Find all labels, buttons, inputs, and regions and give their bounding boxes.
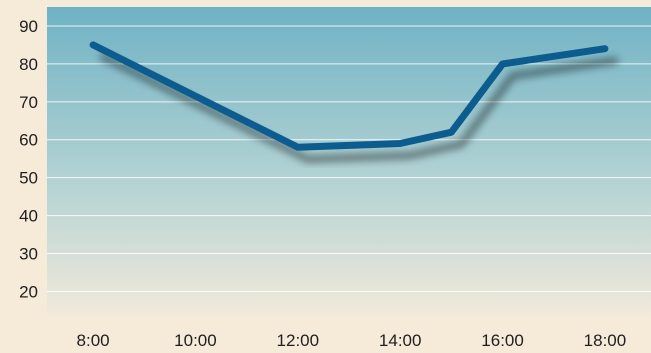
x-axis-ticks: 8:00 10:00 12:00 14:00 16:00 18:00 <box>77 331 627 350</box>
y-tick-label: 70 <box>19 93 38 112</box>
x-tick-label: 8:00 <box>77 331 110 350</box>
x-tick-label: 14:00 <box>379 331 422 350</box>
y-tick-label: 40 <box>19 207 38 226</box>
x-tick-label: 10:00 <box>174 331 217 350</box>
gridlines <box>47 25 651 292</box>
y-tick-label: 30 <box>19 245 38 264</box>
y-tick-label: 50 <box>19 169 38 188</box>
y-axis-ticks: 20 30 40 50 60 70 80 90 <box>19 17 38 301</box>
x-tick-label: 18:00 <box>584 331 627 350</box>
series-line-0 <box>89 41 609 151</box>
y-tick-label: 90 <box>19 17 38 36</box>
y-tick-label: 60 <box>19 131 38 150</box>
y-tick-label: 80 <box>19 55 38 74</box>
x-tick-label: 12:00 <box>277 331 320 350</box>
series-layer <box>89 41 609 151</box>
x-tick-label: 16:00 <box>481 331 524 350</box>
y-tick-label: 20 <box>19 282 38 301</box>
